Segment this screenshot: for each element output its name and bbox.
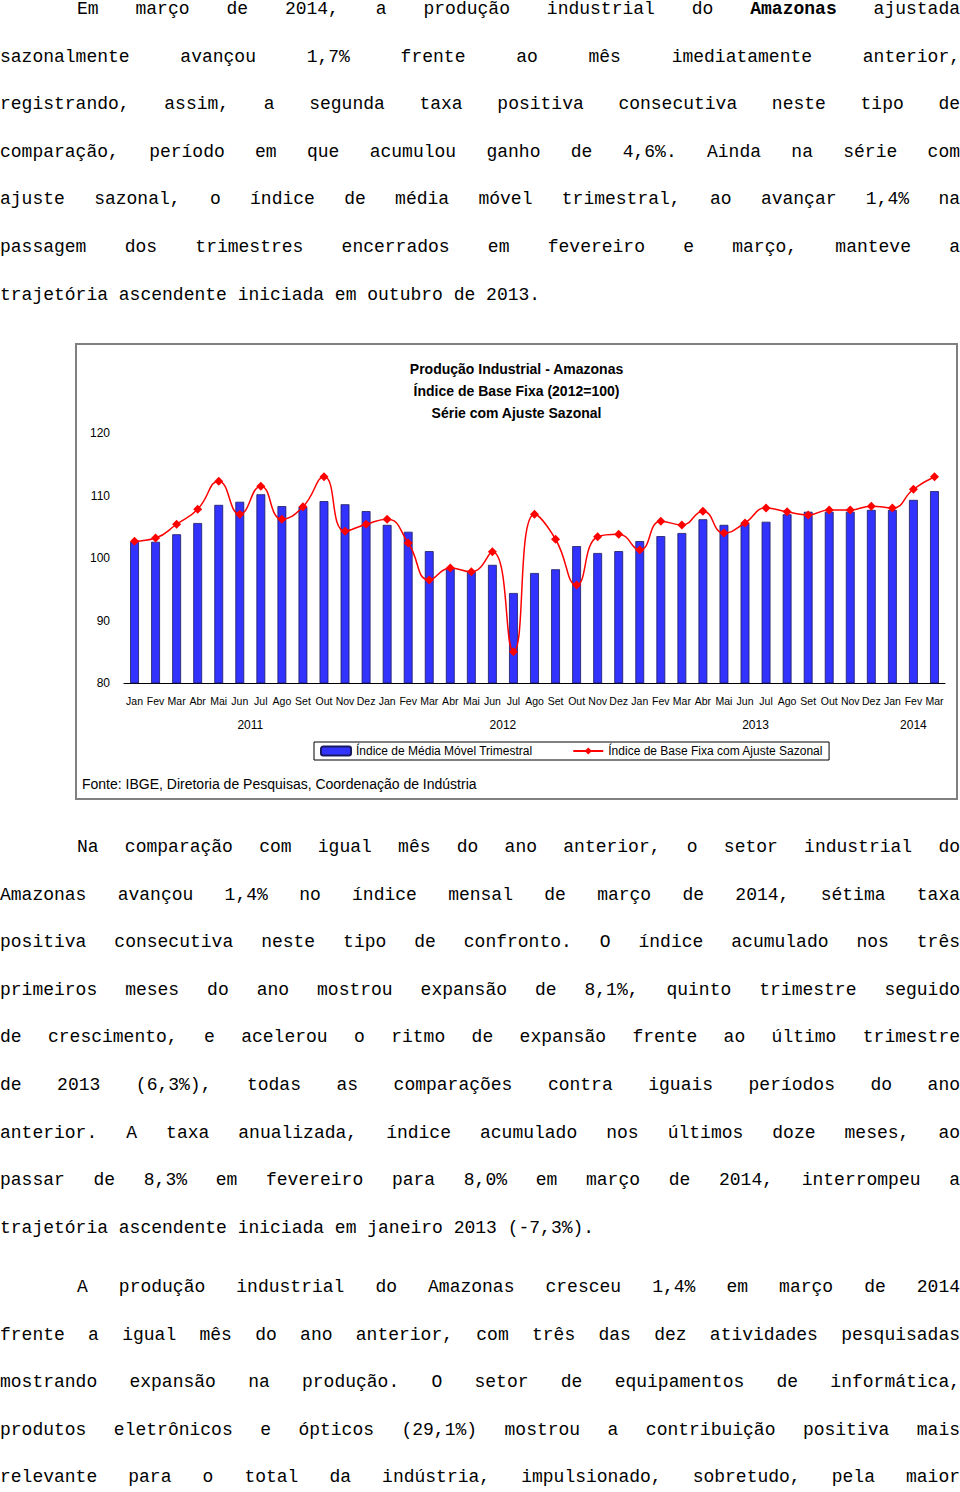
svg-text:Out: Out: [821, 695, 838, 707]
svg-text:Jan: Jan: [126, 695, 143, 707]
html-text:Amazonas avançou 1,4% no índic: Amazonas avançou 1,4% no índice mensal d…: [0, 884, 960, 905]
svg-text:Set: Set: [800, 695, 816, 707]
html-text:anterior. A taxa anualizada, í: anterior. A taxa anualizada, índice acum…: [0, 1122, 960, 1143]
html-text:de 2013 (6,3%), todas as compa: de 2013 (6,3%), todas as comparações con…: [0, 1075, 960, 1095]
html-text:passar de 8,3% em fevereiro pa: passar de 8,3% em fevereiro para 8,0% em…: [0, 1170, 960, 1191]
svg-text:Dez: Dez: [609, 695, 628, 707]
html-text:A produção industrial do Amazo: A produção industrial do Amazonas cresce…: [77, 1277, 960, 1297]
svg-text:Ago: Ago: [525, 695, 544, 707]
svg-text:Nov: Nov: [588, 695, 607, 707]
html-text:de crescimento, e acelerou o r: de crescimento, e acelerou o ritmo de ex…: [0, 1027, 960, 1048]
svg-text:Fonte: IBGE, Diretoria de Pesq: Fonte: IBGE, Diretoria de Pesquisas, Coo…: [82, 776, 477, 792]
svg-text:Fev: Fev: [905, 695, 923, 707]
svg-text:Dez: Dez: [357, 695, 376, 707]
html-text:passagem dos trimestres encerr: passagem dos trimestres encerrados em fe…: [0, 237, 960, 257]
svg-text:Abr: Abr: [442, 695, 459, 707]
svg-text:90: 90: [97, 614, 111, 628]
svg-text:Mar: Mar: [420, 695, 439, 707]
svg-text:Set: Set: [548, 695, 564, 707]
svg-text:Ago: Ago: [778, 695, 797, 707]
html-text:Em março de 2014, a produção i: Em março de 2014, a produção industrial …: [77, 0, 960, 19]
svg-text:Out: Out: [316, 695, 333, 707]
html-text:frente a igual mês do ano ante: frente a igual mês do ano anterior, com …: [0, 1324, 960, 1345]
svg-text:Jun: Jun: [737, 695, 754, 707]
svg-text:Fev: Fev: [399, 695, 417, 707]
html-text:sazonalmente avançou 1,7% fren: sazonalmente avançou 1,7% frente ao mês …: [0, 46, 960, 67]
svg-text:Jun: Jun: [231, 695, 248, 707]
svg-text:80: 80: [97, 676, 111, 690]
svg-text:Ago: Ago: [273, 695, 292, 707]
svg-text:2014: 2014: [900, 718, 927, 732]
html-text:mostrando expansão na produção: mostrando expansão na produção. O setor …: [0, 1372, 960, 1393]
html-text:Na comparação com igual mês do: Na comparação com igual mês do ano anter…: [77, 837, 960, 857]
svg-text:Set: Set: [295, 695, 311, 707]
svg-text:Série com Ajuste Sazonal: Série com Ajuste Sazonal: [432, 405, 602, 421]
svg-text:Mar: Mar: [673, 695, 692, 707]
svg-text:Jan: Jan: [379, 695, 396, 707]
svg-text:Nov: Nov: [841, 695, 860, 707]
svg-text:Índice de Base Fixa com Ajuste: Índice de Base Fixa com Ajuste Sazonal: [608, 743, 822, 758]
svg-text:Fev: Fev: [652, 695, 670, 707]
svg-text:Mar: Mar: [925, 695, 944, 707]
svg-text:Dez: Dez: [862, 695, 881, 707]
svg-text:120: 120: [90, 426, 110, 440]
svg-text:2013: 2013: [742, 718, 769, 732]
svg-text:100: 100: [90, 551, 110, 565]
svg-text:Índice de Base Fixa (2012=100): Índice de Base Fixa (2012=100): [414, 383, 620, 399]
html-text:trajetória ascendente iniciada: trajetória ascendente iniciada em janeir…: [0, 1217, 595, 1238]
svg-text:Mai: Mai: [463, 695, 480, 707]
svg-text:Índice de Média Móvel Trimestr: Índice de Média Móvel Trimestral: [356, 743, 532, 758]
svg-text:Jul: Jul: [759, 695, 772, 707]
svg-text:Jan: Jan: [884, 695, 901, 707]
svg-text:Mai: Mai: [716, 695, 733, 707]
html-text:relevante para o total da indú: relevante para o total da indústria, imp…: [0, 1467, 960, 1488]
svg-text:Produção Industrial - Amazonas: Produção Industrial - Amazonas: [410, 361, 624, 377]
svg-text:Fev: Fev: [147, 695, 165, 707]
svg-text:110: 110: [91, 489, 110, 503]
svg-text:2012: 2012: [490, 718, 517, 732]
svg-text:Abr: Abr: [190, 695, 207, 707]
html-text:produtos eletrônicos e ópticos: produtos eletrônicos e ópticos (29,1%) m…: [0, 1419, 960, 1440]
svg-text:Mai: Mai: [210, 695, 227, 707]
svg-text:Jul: Jul: [507, 695, 520, 707]
html-text:registrando, assim, a segunda: registrando, assim, a segunda taxa posit…: [0, 94, 960, 115]
svg-text:Jun: Jun: [484, 695, 501, 707]
svg-text:Mar: Mar: [168, 695, 187, 707]
html-text:comparação, período em que acu: comparação, período em que acumulou ganh…: [0, 141, 960, 162]
svg-text:Jul: Jul: [254, 695, 267, 707]
html-text:primeiros meses do ano mostrou: primeiros meses do ano mostrou expansão …: [0, 979, 960, 1000]
svg-text:Nov: Nov: [336, 695, 355, 707]
svg-text:Out: Out: [568, 695, 585, 707]
svg-text:Abr: Abr: [695, 695, 712, 707]
svg-text:2011: 2011: [237, 718, 263, 732]
svg-text:Jan: Jan: [631, 695, 648, 707]
html-text:trajetória ascendente iniciada: trajetória ascendente iniciada em outubr…: [0, 284, 541, 305]
html-text:ajuste sazonal, o índice de mé: ajuste sazonal, o índice de média móvel …: [0, 189, 960, 210]
html-text:positiva consecutiva neste tip: positiva consecutiva neste tipo de confr…: [0, 932, 960, 953]
